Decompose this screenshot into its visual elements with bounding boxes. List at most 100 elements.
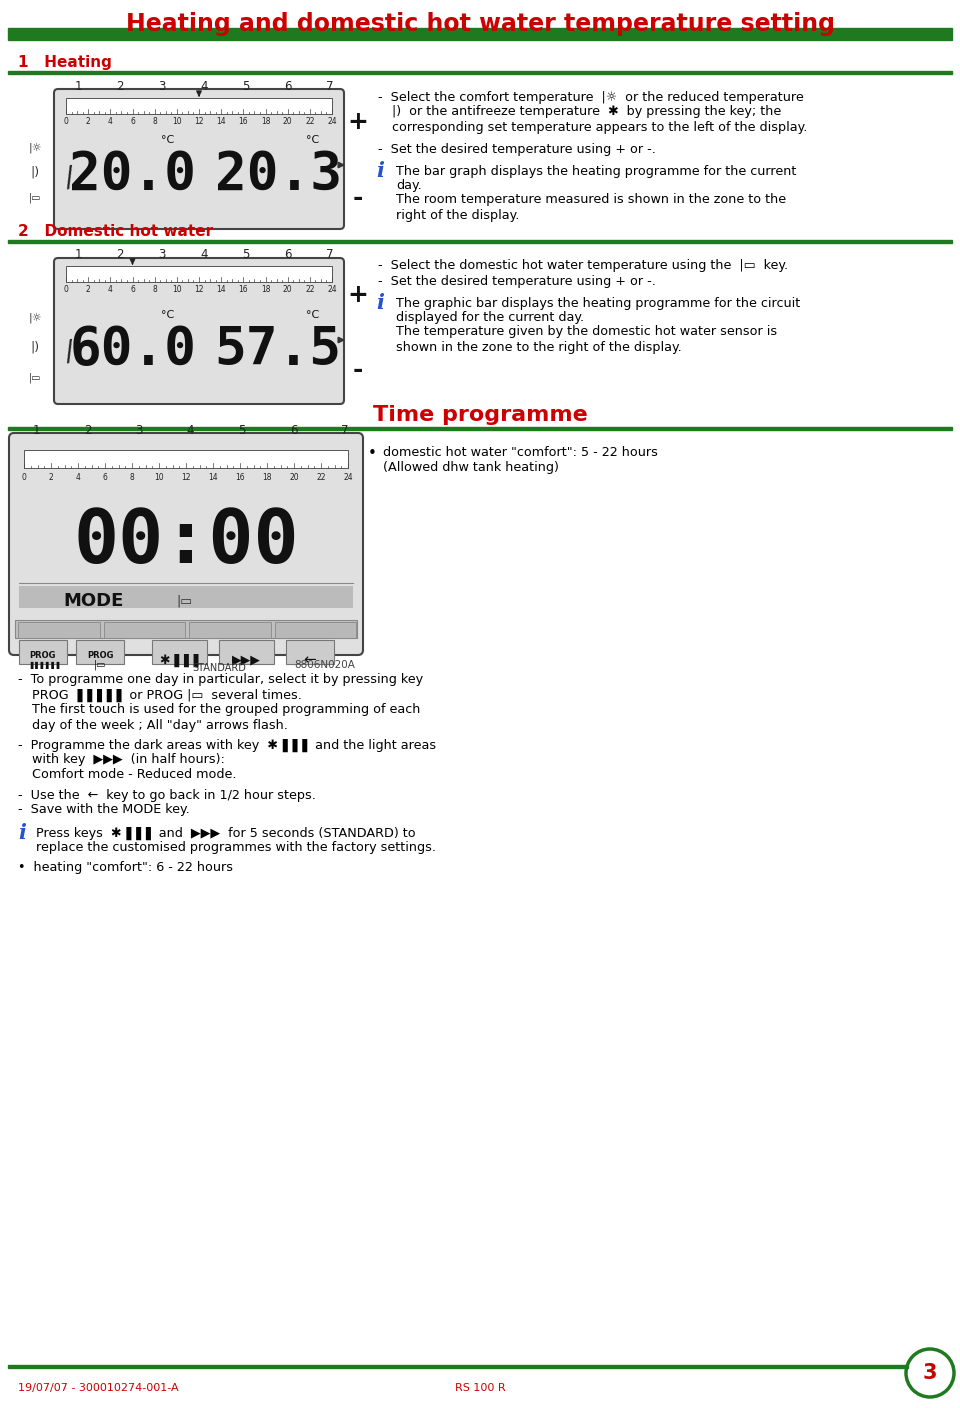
Text: °C: °C [161, 310, 175, 320]
Bar [8, 427, 952, 429]
Text: 60.0: 60.0 [69, 324, 197, 376]
Text: 2: 2 [49, 473, 54, 482]
Bar [152, 641, 207, 665]
Text: ▐▐▐▐▐▐: ▐▐▐▐▐▐ [27, 662, 60, 669]
Text: 3: 3 [158, 79, 166, 93]
Text: 4: 4 [201, 79, 207, 93]
Text: day of the week ; All "day" arrows flash.: day of the week ; All "day" arrows flash… [32, 718, 288, 732]
Text: 6: 6 [284, 79, 292, 93]
Text: 16: 16 [238, 286, 248, 294]
Text: 8: 8 [153, 286, 157, 294]
Text: 16: 16 [238, 117, 248, 127]
Bar [76, 641, 124, 665]
Bar [286, 641, 334, 665]
Text: displayed for the current day.: displayed for the current day. [396, 311, 584, 324]
FancyBboxPatch shape [54, 89, 344, 230]
Text: The bar graph displays the heating programme for the current: The bar graph displays the heating progr… [396, 165, 797, 177]
Text: shown in the zone to the right of the display.: shown in the zone to the right of the di… [396, 341, 682, 353]
Text: replace the customised programmes with the factory settings.: replace the customised programmes with t… [36, 842, 436, 855]
Text: |☼: |☼ [28, 142, 42, 153]
Text: 1: 1 [74, 248, 82, 260]
Text: /: / [63, 163, 77, 193]
Text: 20.3: 20.3 [214, 149, 342, 201]
Bar [189, 622, 271, 638]
Text: 22: 22 [305, 286, 315, 294]
Text: 10: 10 [172, 286, 181, 294]
Text: 14: 14 [216, 117, 226, 127]
Text: The temperature given by the domestic hot water sensor is: The temperature given by the domestic ho… [396, 325, 778, 338]
Text: 24: 24 [343, 473, 353, 482]
Text: 5: 5 [238, 424, 246, 436]
Text: 1: 1 [74, 79, 82, 93]
Text: +: + [348, 283, 369, 307]
Text: 8806N020A: 8806N020A [294, 660, 355, 670]
Text: |): |) [31, 166, 39, 179]
Text: PROG: PROG [86, 652, 113, 660]
Text: ✱▐▐▐: ✱▐▐▐ [159, 653, 199, 666]
Text: 7: 7 [341, 424, 348, 436]
Text: 3: 3 [158, 248, 166, 260]
Text: 5: 5 [242, 79, 250, 93]
Text: RS 100 R: RS 100 R [455, 1383, 505, 1393]
Text: 00:00: 00:00 [73, 507, 299, 580]
Text: |☼: |☼ [28, 313, 42, 324]
Text: 1   Heating: 1 Heating [18, 55, 112, 70]
Text: PROG: PROG [30, 652, 57, 660]
Text: Time programme: Time programme [372, 406, 588, 425]
Text: 4: 4 [187, 424, 194, 436]
Text: domestic hot water "comfort": 5 - 22 hours: domestic hot water "comfort": 5 - 22 hou… [383, 446, 658, 459]
Text: -  Programme the dark areas with key  ✱▐▐▐  and the light areas: - Programme the dark areas with key ✱▐▐▐… [18, 738, 436, 752]
Text: |▭: |▭ [29, 193, 41, 203]
Text: 20.0: 20.0 [69, 149, 197, 201]
Text: 8: 8 [130, 473, 134, 482]
Text: •: • [368, 445, 377, 460]
Text: 24: 24 [327, 117, 337, 127]
Text: 16: 16 [235, 473, 245, 482]
Text: 14: 14 [208, 473, 218, 482]
Text: Comfort mode - Reduced mode.: Comfort mode - Reduced mode. [32, 769, 236, 781]
Text: |▭: |▭ [176, 594, 192, 607]
Text: 0: 0 [21, 473, 27, 482]
Text: PROG ▐▐▐▐▐  or PROG |▭  several times.: PROG ▐▐▐▐▐ or PROG |▭ several times. [32, 689, 301, 701]
Text: -  Set the desired temperature using + or -.: - Set the desired temperature using + or… [378, 276, 656, 289]
Text: -: - [353, 358, 363, 382]
Text: 22: 22 [305, 117, 315, 127]
Text: 22: 22 [316, 473, 325, 482]
FancyBboxPatch shape [54, 258, 344, 404]
Text: 4: 4 [108, 286, 112, 294]
Text: -  Set the desired temperature using + or -.: - Set the desired temperature using + or… [378, 144, 656, 156]
Text: 14: 14 [216, 286, 226, 294]
Text: The graphic bar displays the heating programme for the circuit: The graphic bar displays the heating pro… [396, 297, 801, 310]
Text: -  Select the domestic hot water temperature using the  |▭  key.: - Select the domestic hot water temperat… [378, 259, 788, 272]
Text: 2: 2 [116, 248, 124, 260]
Text: 5: 5 [242, 248, 250, 260]
Text: -: - [353, 186, 363, 210]
Text: |): |) [31, 341, 39, 353]
Text: 20: 20 [283, 286, 293, 294]
Text: +: + [348, 110, 369, 134]
Text: |▭: |▭ [29, 373, 41, 383]
Text: MODE: MODE [63, 591, 124, 610]
Text: 10: 10 [172, 117, 181, 127]
Text: /: / [63, 338, 77, 366]
Text: 12: 12 [181, 473, 191, 482]
Text: 18: 18 [261, 286, 271, 294]
Bar [275, 622, 356, 638]
Bar [8, 28, 952, 39]
Text: 8: 8 [153, 117, 157, 127]
Text: 2: 2 [84, 424, 91, 436]
Text: The first touch is used for the grouped programming of each: The first touch is used for the grouped … [32, 704, 420, 717]
Bar [104, 622, 185, 638]
Bar [66, 266, 332, 282]
Text: 19/07/07 - 300010274-001-A: 19/07/07 - 300010274-001-A [18, 1383, 179, 1393]
Text: 6: 6 [103, 473, 108, 482]
Text: 20: 20 [283, 117, 293, 127]
Bar [8, 1364, 908, 1369]
Text: 0: 0 [63, 286, 68, 294]
Text: 2: 2 [116, 79, 124, 93]
Text: i: i [376, 161, 384, 182]
Text: -  Save with the MODE key.: - Save with the MODE key. [18, 804, 190, 817]
Text: 3: 3 [923, 1363, 937, 1383]
Text: 24: 24 [327, 286, 337, 294]
Bar [19, 641, 67, 665]
